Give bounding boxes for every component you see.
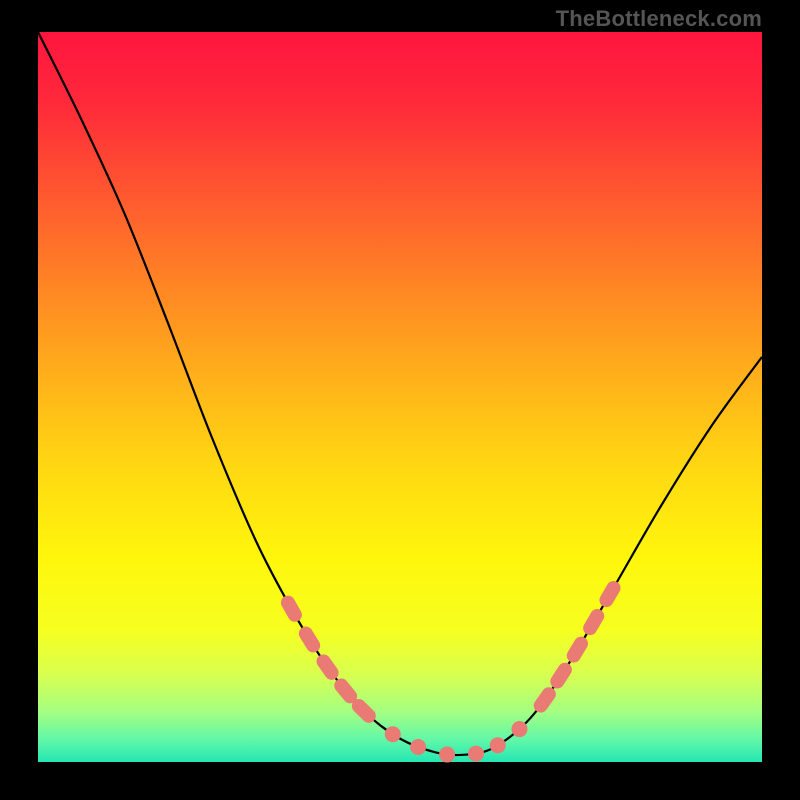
curve-marker-dot: [490, 737, 506, 753]
curve-marker-dot: [468, 746, 484, 762]
curve-markers-group: [278, 578, 623, 762]
bottleneck-curve-layer: [38, 32, 762, 762]
curve-marker-dot: [410, 739, 426, 755]
curve-marker-dot: [439, 747, 455, 763]
curve-marker-pill: [531, 684, 559, 715]
curve-marker-pill: [597, 578, 623, 609]
curve-marker-pill: [548, 660, 575, 691]
curve-marker-pill: [564, 634, 590, 665]
chart-frame: TheBottleneck.com: [0, 0, 800, 800]
bottleneck-curve: [38, 32, 762, 755]
watermark-text: TheBottleneck.com: [556, 6, 762, 32]
curve-marker-pill: [314, 652, 342, 683]
curve-marker-pill: [296, 624, 323, 655]
plot-area: [38, 32, 762, 762]
curve-marker-pill: [278, 593, 304, 624]
curve-marker-dot: [511, 721, 527, 737]
curve-marker-dot: [385, 726, 401, 742]
curve-marker-pill: [581, 606, 607, 637]
